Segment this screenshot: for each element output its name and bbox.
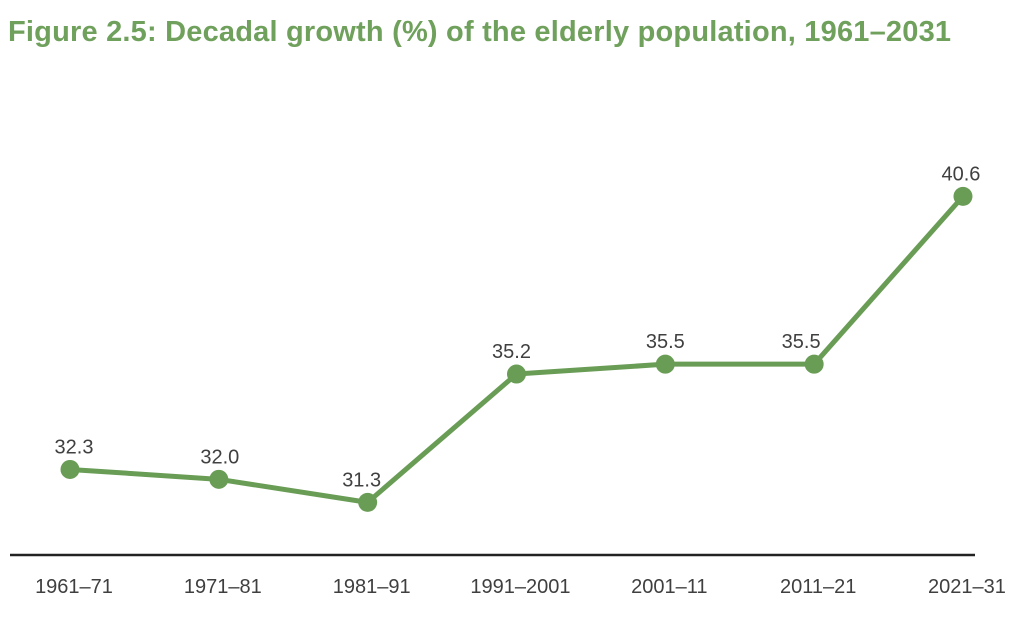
data-point-marker bbox=[209, 469, 229, 489]
data-point-label: 40.6 bbox=[942, 163, 981, 185]
x-axis-tick-label: 2001–11 bbox=[631, 576, 707, 598]
x-axis-tick-label: 2011–21 bbox=[780, 576, 856, 598]
data-point-marker bbox=[953, 186, 973, 206]
data-point-label: 35.5 bbox=[646, 331, 685, 353]
data-point-marker bbox=[506, 364, 526, 384]
x-axis-tick-label: 1991–2001 bbox=[470, 576, 570, 598]
data-point-marker bbox=[655, 354, 675, 374]
data-point-label: 32.3 bbox=[55, 436, 94, 458]
data-point-marker bbox=[358, 492, 378, 512]
data-point-label: 35.5 bbox=[782, 331, 821, 353]
x-axis-tick-label: 2021–31 bbox=[928, 576, 1006, 598]
x-axis-tick-label: 1981–91 bbox=[333, 576, 411, 598]
data-point-label: 31.3 bbox=[342, 469, 381, 491]
data-point-label: 35.2 bbox=[492, 341, 531, 363]
x-axis-tick-label: 1961–71 bbox=[35, 576, 113, 598]
x-axis-tick-label: 1971–81 bbox=[184, 576, 262, 598]
data-point-label: 32.0 bbox=[200, 446, 239, 468]
data-point-marker bbox=[60, 459, 80, 479]
chart-title: Figure 2.5: Decadal growth (%) of the el… bbox=[8, 16, 952, 48]
data-point-marker bbox=[804, 354, 824, 374]
